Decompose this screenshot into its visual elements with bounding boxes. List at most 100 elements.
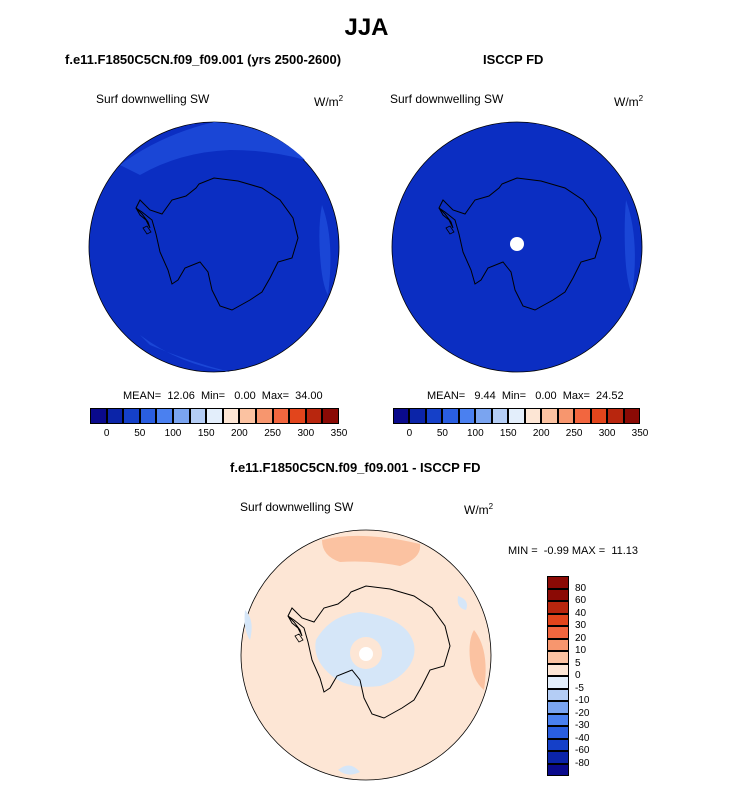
- left-colorbar-swatch: [123, 408, 140, 424]
- diff-peninsula-outline: [287, 615, 303, 637]
- diff-colorbar-swatch: [547, 588, 569, 601]
- diff-colorbar-tick-label: 30: [575, 620, 587, 631]
- right-colorbar-tick-label: 150: [499, 428, 517, 439]
- left-colorbar-swatch: [322, 408, 339, 424]
- diff-colorbar-tick-label: 40: [575, 607, 587, 619]
- right-pole-hole: [510, 237, 524, 251]
- diff-colorbar-swatch: [547, 626, 569, 639]
- right-colorbar-swatch: [475, 408, 492, 424]
- right-colorbar-tick-label: 0: [406, 428, 413, 439]
- left-colorbar-swatch: [189, 408, 207, 424]
- diff-cool-region-east-small: [457, 596, 467, 610]
- diff-unit-sup: 2: [488, 502, 494, 511]
- right-colorbar-swatch: [590, 408, 608, 424]
- diff-colorbar-tick-label: 10: [575, 645, 587, 656]
- diff-colorbar-tick-label: -30: [575, 720, 590, 731]
- diff-cool-region-south: [338, 765, 360, 775]
- diff-colorbar-swatch: [547, 651, 569, 664]
- right-colorbar-tick-label: 300: [598, 428, 616, 439]
- diff-colorbar-swatch: [547, 763, 569, 776]
- right-antarctica-outline: [438, 177, 602, 311]
- diff-colorbar-swatch: [547, 738, 569, 751]
- diff-warm-region-north: [322, 535, 421, 566]
- left-colorbar-swatch: [222, 408, 240, 424]
- left-colorbar-swatch: [206, 408, 223, 424]
- left-colorbar-tick-label: 0: [103, 428, 110, 439]
- right-colorbar-swatch: [574, 408, 591, 424]
- diff-colorbar-tick-label: -5: [575, 682, 584, 694]
- right-colorbar-tick-label: 200: [532, 428, 550, 439]
- right-colorbar-tick-label: 350: [631, 428, 649, 439]
- diff-colorbar-swatch: [547, 676, 569, 689]
- diff-island-outline: [294, 633, 304, 643]
- left-case-title: f.e11.F1850C5CN.f09_f09.001 (yrs 2500-26…: [65, 52, 342, 67]
- right-colorbar-labels: 0 50 100 150 200 250 300 350: [393, 428, 649, 442]
- diff-colorbar-tick-label: 5: [575, 657, 581, 669]
- diff-case-title: f.e11.F1850C5CN.f09_f09.001 - ISCCP FD: [230, 460, 481, 475]
- left-colorbar-swatch: [305, 408, 323, 424]
- right-colorbar-tick-label: 250: [565, 428, 583, 439]
- left-colorbar-swatch: [239, 408, 256, 424]
- left-colorbar-tick-label: 250: [264, 428, 281, 439]
- diff-colorbar-labels: 80 60 40 30 20 10 5 0 -5 -10 -20 -30 -40 -60 -80: [575, 576, 615, 776]
- left-colorbar-tick-label: 300: [297, 428, 315, 439]
- right-colorbar-swatch: [524, 408, 542, 424]
- right-colorbar: [393, 408, 640, 424]
- right-colorbar-tick-label: 100: [466, 428, 484, 439]
- left-map-light-band-east: [319, 205, 331, 295]
- left-field-label: Surf downwelling SW: [96, 92, 210, 106]
- left-island-outline: [142, 225, 152, 235]
- right-colorbar-swatch: [458, 408, 476, 424]
- diff-colorbar-swatch: [547, 713, 569, 726]
- diff-colorbar-tick-label: 0: [575, 670, 581, 681]
- left-colorbar-swatch: [173, 408, 190, 424]
- left-colorbar-tick-label: 350: [330, 428, 348, 439]
- left-colorbar-tick-label: 200: [231, 428, 248, 439]
- right-unit-sup: 2: [638, 94, 644, 103]
- diff-unit: W/m2: [464, 502, 493, 517]
- right-map-light-band-east: [624, 200, 635, 295]
- left-peninsula-outline: [135, 207, 151, 229]
- right-unit-text: W/m: [614, 95, 639, 109]
- right-field-label: Surf downwelling SW: [390, 92, 504, 106]
- diff-colorbar-swatch: [547, 613, 569, 626]
- left-antarctica-outline: [135, 177, 299, 311]
- diff-colorbar-tick-label: -40: [575, 732, 590, 744]
- right-unit: W/m2: [614, 94, 643, 109]
- right-colorbar-swatch: [425, 408, 443, 424]
- right-colorbar-swatch: [557, 408, 575, 424]
- diff-antarctica-outline: [287, 585, 451, 719]
- diff-warm-region-east: [469, 630, 486, 690]
- right-colorbar-tick-label: 50: [436, 428, 448, 439]
- left-stats: MEAN= 12.06 Min= 0.00 Max= 34.00: [123, 390, 323, 402]
- left-colorbar-tick-label: 100: [164, 428, 182, 439]
- left-colorbar-swatch: [272, 408, 290, 424]
- left-colorbar-swatch: [256, 408, 273, 424]
- diff-colorbar-tick-label: 80: [575, 582, 587, 594]
- left-colorbar-tick-label: 150: [197, 428, 215, 439]
- right-colorbar-swatch: [508, 408, 525, 424]
- diff-colorbar-tick-label: -60: [575, 745, 590, 756]
- right-stats: MEAN= 9.44 Min= 0.00 Max= 24.52: [427, 390, 624, 402]
- diff-colorbar-swatch: [547, 726, 569, 739]
- left-colorbar-tick-label: 50: [134, 428, 146, 439]
- diff-colorbar-tick-label: 60: [575, 595, 587, 606]
- diff-colorbar-tick-label: -10: [575, 695, 590, 706]
- right-peninsula-outline: [438, 207, 454, 229]
- left-colorbar-labels: 0 50 100 150 200 250 300 350: [90, 428, 348, 442]
- left-colorbar-swatch: [90, 408, 107, 424]
- left-colorbar-swatch: [156, 408, 173, 424]
- diff-colorbar-swatch: [547, 663, 569, 676]
- left-colorbar-swatch: [106, 408, 124, 424]
- diff-colorbar-swatch: [547, 638, 569, 651]
- left-unit-text: W/m: [314, 95, 339, 109]
- right-colorbar-swatch: [393, 408, 410, 424]
- left-colorbar-swatch: [289, 408, 306, 424]
- diff-colorbar-tick-label: -80: [575, 757, 590, 769]
- diff-pole-hole: [359, 647, 373, 661]
- diff-colorbar-swatch: [547, 601, 569, 614]
- right-colorbar-swatch: [491, 408, 509, 424]
- diff-colorbar-swatch: [547, 701, 569, 714]
